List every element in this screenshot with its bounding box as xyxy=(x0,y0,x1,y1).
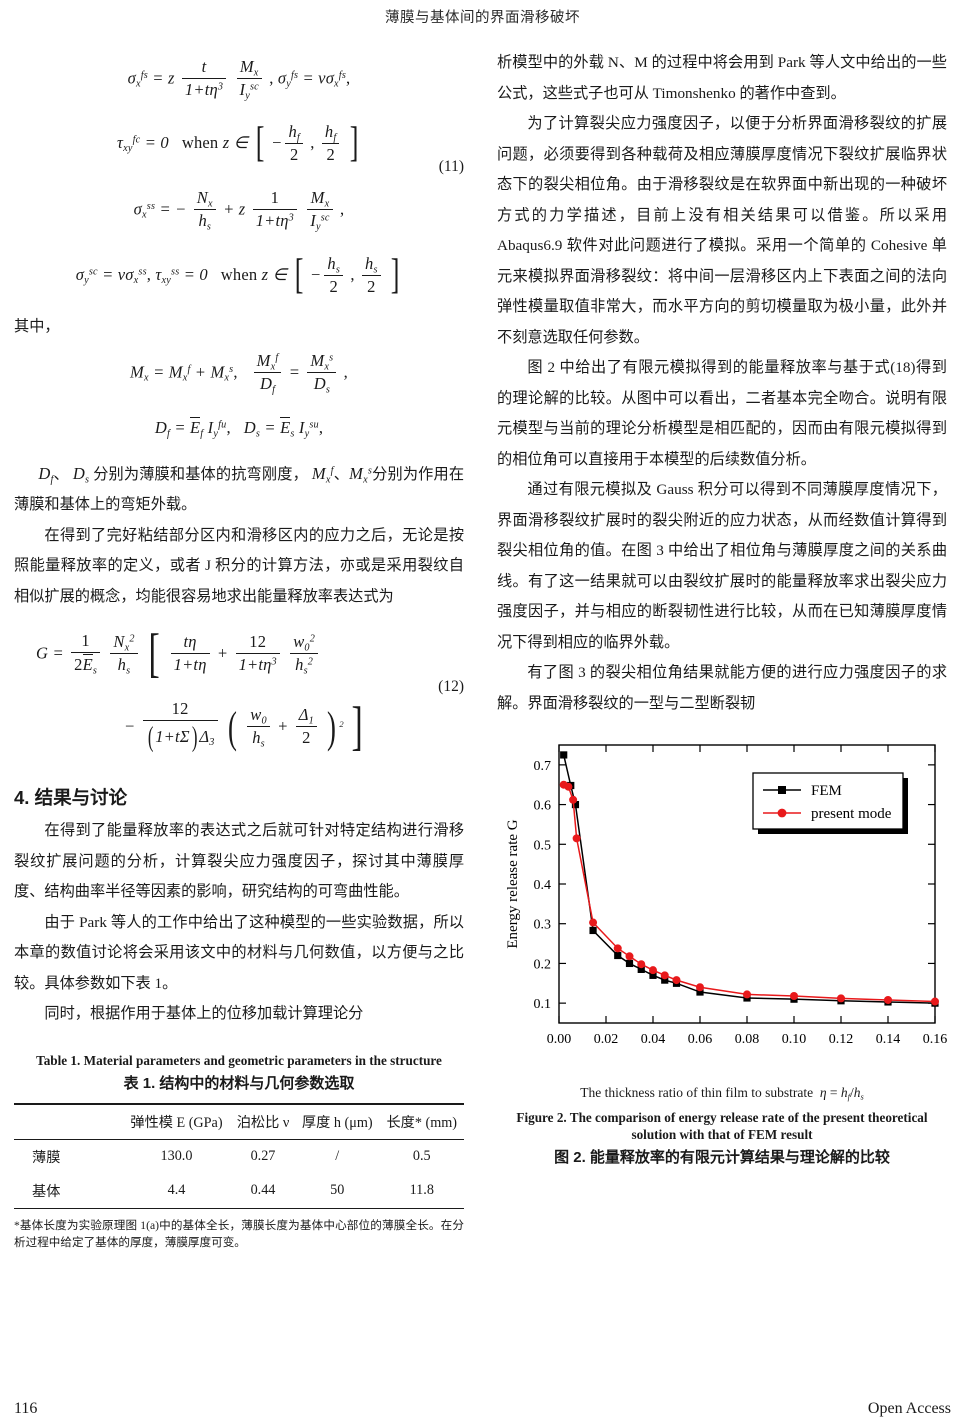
section-heading-results: 4. 结果与讨论 xyxy=(14,787,128,808)
inline-math-ds: Ds xyxy=(72,463,90,485)
svg-text:0.3: 0.3 xyxy=(534,918,552,933)
equation-mx-line-1: Mx = Mxf + Mxs, Mxf Df = Mxs Ds , xyxy=(130,351,348,396)
table-header-cell-1: 弹性模 E (GPa) xyxy=(130,1114,223,1131)
svg-text:0.7: 0.7 xyxy=(534,759,552,774)
table-caption-en: Table 1. Material parameters and geometr… xyxy=(36,1052,442,1068)
equation-11-line-4: σysc = νσxss, τxyss = 0 when z ∈ [ − hs 2 … xyxy=(75,252,400,299)
figure-2-block: 0.00 0.02 0.04 0.06 0.08 0.10 0.12 0.14 0.16 0.1 0… xyxy=(497,733,947,1167)
chart-xaxis-title: The thickness ratio of thin film to subs… xyxy=(580,1085,864,1102)
table-cell-label: 薄膜 xyxy=(32,1149,61,1166)
table-cell-label: 基体 xyxy=(32,1183,61,1200)
inline-math-mxs: Mxs xyxy=(349,463,373,485)
where-label: 其中， xyxy=(14,318,60,335)
table-cell-value: / xyxy=(335,1148,340,1164)
paragraph-right-2: 为了计算裂尖应力强度因子，以便于分析界面滑移裂纹的扩展问题，必须要得到各种载荷及… xyxy=(497,115,947,346)
svg-text:0.02: 0.02 xyxy=(594,1032,619,1047)
open-access-label: Open Access xyxy=(867,1400,951,1417)
svg-text:0.14: 0.14 xyxy=(876,1032,901,1047)
figure-caption-cn: 图 2. 能量释放率的有限元计算结果与理论解的比较 xyxy=(554,1149,890,1166)
table-header-cell-4: 长度* (mm) xyxy=(386,1114,458,1131)
paragraph-d-definition: Df、 Ds 分别为薄膜和基体的抗弯刚度， Mxf、Mxs分别为作用在薄膜和基体… xyxy=(14,463,465,514)
svg-text:0.06: 0.06 xyxy=(688,1032,713,1047)
table-header-cell-2: 泊松比 ν xyxy=(236,1114,290,1131)
equation-12-line-1: G = 1 2Es Nx2 hs [ tη 1+tη + 12 1+tη3 w02 hs2 xyxy=(14,616,464,692)
energy-release-rate-chart: 0.00 0.02 0.04 0.06 0.08 0.10 0.12 0.14 0.16 0.1 0… xyxy=(505,744,947,1047)
paragraph-results-2: 由于 Park 等人的工作中给出了这种模型的一些实验数据，所以本章的数值讨论将会… xyxy=(14,913,464,992)
paragraph-right-5: 有了图 3 的裂尖相位角结果就能方便的进行应力强度因子的求解。界面滑移裂纹的一型… xyxy=(497,664,947,712)
table-row: 基体 4.4 0.44 50 11.8 xyxy=(14,1174,464,1208)
svg-text:0.2: 0.2 xyxy=(534,957,552,972)
paragraph-results-3: 同时，根据作用于基体上的位移加载计算理论分 xyxy=(44,1005,364,1022)
table-header-cell-0 xyxy=(14,1104,122,1140)
svg-text:FEM: FEM xyxy=(811,783,842,799)
table-caption-cn: 表 1. 结构中的材料与几何参数选取 xyxy=(123,1074,355,1092)
equation-12-line-2: − 12(1+tΣ) Δ3 ( w0 hs + Δ1 2 ) 2 ] xyxy=(124,695,364,757)
equation-11-line-1: σxfs = z t 1+tη3 Mx Iysc , σyfs = νσxfs, xyxy=(127,56,351,101)
equation-11-line-3: σxss = − Nx hs + z 1 1+tη3 Mx Iysc , xyxy=(133,187,345,232)
svg-text:Energy release rate G: Energy release rate G xyxy=(505,819,521,948)
svg-text:0.5: 0.5 xyxy=(534,838,552,853)
figure-caption-en: Figure 2. The comparison of energy relea… xyxy=(516,1110,928,1142)
table-cell-value: 130.0 xyxy=(160,1148,193,1164)
paragraph-right-3: 图 2 中给出了有限元模拟得到的能量释放率与基于式(18)得到的理论解的比较。从… xyxy=(497,359,947,468)
inline-math-mxf: Mxf xyxy=(311,463,334,485)
svg-text:0.4: 0.4 xyxy=(534,878,552,893)
paragraph-right-4: 通过有限元模拟及 Gauss 积分可以得到不同薄膜厚度情况下，界面滑移裂纹扩展时… xyxy=(497,481,947,651)
equation-12-block: (12) G = 1 2Es Nx2 hs [ tη 1+tη + 12 1+tη3 w… xyxy=(14,616,464,766)
right-column: 析模型中的外载 N、M 的过程中将会用到 Park 等人文中给出的一些公式，这些… xyxy=(497,48,947,1167)
table-cell-value: 0.44 xyxy=(250,1182,276,1198)
equation-11-line-2: τxyfc = 0 when z ∈ [ − hf 2 , hf 2 ] xyxy=(117,120,359,167)
running-head: 薄膜与基体间的界面滑移破坏 xyxy=(385,10,580,26)
table-row: 薄膜 130.0 0.27 / 0.5 xyxy=(14,1139,464,1174)
svg-text:0.16: 0.16 xyxy=(923,1032,947,1047)
table-block: Table 1. Material parameters and geometr… xyxy=(14,1052,464,1252)
table-cell-value: 0.27 xyxy=(250,1148,276,1164)
svg-text:0.1: 0.1 xyxy=(534,997,552,1012)
table-header-row: 弹性模 E (GPa) 泊松比 ν 厚度 h (μm) 长度* (mm) xyxy=(14,1103,464,1140)
equation-mx-block: Mx = Mxf + Mxs, Mxf Df = Mxs Ds , Df = Ef … xyxy=(14,343,464,459)
table-cell-value: 0.5 xyxy=(412,1148,431,1164)
svg-text:0.04: 0.04 xyxy=(641,1032,666,1047)
paragraph-results-1: 在得到了能量释放率的表达式之后就可针对特定结构进行滑移裂纹扩展问题的分析，计算裂… xyxy=(14,822,464,900)
table-cell-value: 11.8 xyxy=(409,1182,434,1198)
left-column: (11) σxfs = z t 1+tη3 Mx Iysc , σyfs = νσx… xyxy=(14,48,464,1252)
inline-math-df: Df xyxy=(38,463,54,485)
parameters-table: 弹性模 E (GPa) 泊松比 ν 厚度 h (μm) 长度* (mm) 薄膜 … xyxy=(14,1103,464,1209)
equation-mx-line-2: Df = Ef Iyfu, Ds = Es Iysu, xyxy=(154,417,324,440)
table-cell-value: 50 xyxy=(330,1182,345,1198)
page-number: 116 xyxy=(14,1400,38,1417)
svg-text:present mode: present mode xyxy=(811,806,892,822)
svg-text:0.00: 0.00 xyxy=(547,1032,572,1047)
paragraph-right-1: 析模型中的外载 N、M 的过程中将会用到 Park 等人文中给出的一些公式，这些… xyxy=(497,54,947,102)
svg-text:0.10: 0.10 xyxy=(782,1032,807,1047)
table-footnote: *基体长度为实验原理图 1(a)中的基体全长，薄膜长度为基体中心部位的薄膜全长。… xyxy=(14,1218,464,1250)
svg-text:0.12: 0.12 xyxy=(829,1032,854,1047)
table-cell-value: 4.4 xyxy=(167,1182,186,1198)
equation-11-block: (11) σxfs = z t 1+tη3 Mx Iysc , σyfs = νσx… xyxy=(14,48,464,310)
svg-text:0.6: 0.6 xyxy=(534,799,552,814)
equation-11-number: (11) xyxy=(438,158,464,175)
paragraph-after-eq11: 在得到了完好粘结部分区内和滑移区内的应力之后，无论是按照能量释放率的定义，或者 … xyxy=(14,526,464,605)
svg-text:0.08: 0.08 xyxy=(735,1032,760,1047)
table-header-cell-3: 厚度 h (μm) xyxy=(301,1114,373,1131)
equation-12-number: (12) xyxy=(438,678,464,695)
